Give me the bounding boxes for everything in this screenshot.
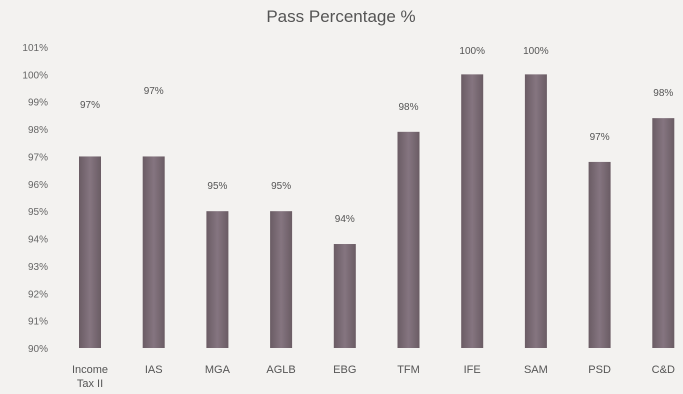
- data-label: 95%: [271, 181, 291, 192]
- y-tick-label: 97%: [28, 152, 48, 163]
- chart-title: Pass Percentage %: [266, 7, 415, 26]
- y-tick-label: 98%: [28, 125, 48, 136]
- data-label: 100%: [523, 46, 549, 57]
- x-tick-label: AGLB: [266, 364, 295, 376]
- bar: [588, 161, 611, 348]
- data-label: 97%: [590, 132, 610, 143]
- data-label: 95%: [207, 181, 227, 192]
- data-label: 98%: [398, 102, 418, 113]
- data-label: 100%: [459, 46, 485, 57]
- y-tick-label: 94%: [28, 235, 48, 246]
- bar: [524, 74, 547, 348]
- data-label: 97%: [144, 86, 164, 97]
- x-tick-label: Income Tax II: [72, 364, 108, 390]
- bar: [206, 211, 229, 348]
- x-tick-label: MGA: [205, 364, 231, 376]
- y-tick-label: 95%: [28, 207, 48, 218]
- x-tick-label: TFM: [397, 364, 420, 376]
- bar: [397, 131, 420, 348]
- y-axis: 90% 91% 92% 93% 94% 95% 96% 97% 98% 99% 100% 101%: [22, 43, 48, 355]
- x-tick-label: PSD: [588, 364, 611, 376]
- x-tick-label: C&D: [652, 364, 675, 376]
- x-tick-label: IFE: [464, 364, 481, 376]
- y-tick-label: 90%: [28, 344, 48, 355]
- data-label: 94%: [335, 214, 355, 225]
- y-tick-label: 93%: [28, 262, 48, 273]
- data-label: 97%: [80, 100, 100, 111]
- x-tick-label: EBG: [333, 364, 356, 376]
- bar-series: [79, 74, 675, 349]
- y-tick-label: 91%: [28, 317, 48, 328]
- bar: [333, 244, 356, 348]
- bar: [652, 118, 675, 349]
- y-tick-label: 92%: [28, 289, 48, 300]
- y-tick-label: 99%: [28, 98, 48, 109]
- y-tick-label: 100%: [22, 70, 48, 81]
- data-label: 98%: [653, 88, 673, 99]
- bar: [270, 211, 293, 348]
- bar: [79, 156, 101, 348]
- data-labels: 97% 97% 95% 95% 94% 98% 100% 100% 97% 98%: [80, 46, 673, 225]
- bar: [461, 74, 484, 348]
- x-tick-label: SAM: [524, 364, 548, 376]
- y-tick-label: 101%: [22, 43, 48, 54]
- x-tick-label: IAS: [145, 364, 163, 376]
- bar: [142, 156, 165, 348]
- x-axis: Income Tax II IAS MGA AGLB EBG TFM IFE SAM PSD C&D: [72, 364, 675, 390]
- y-tick-label: 96%: [28, 180, 48, 191]
